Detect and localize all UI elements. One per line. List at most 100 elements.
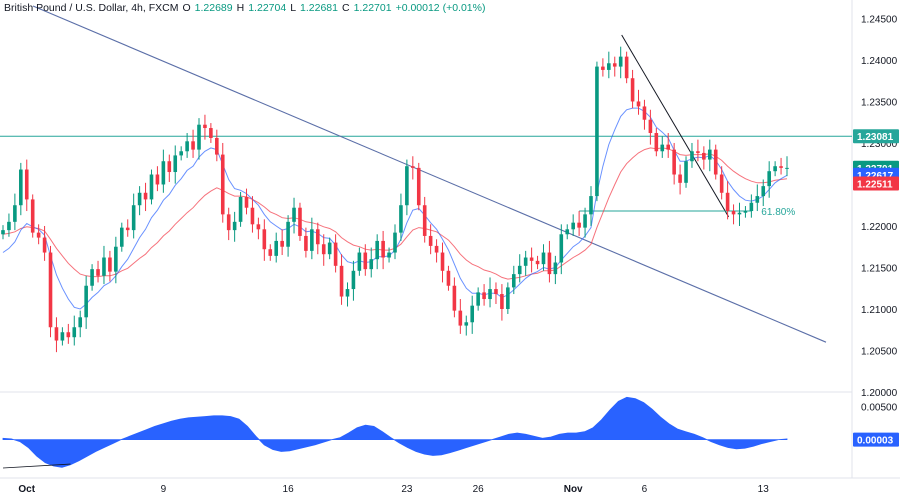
candle-body	[42, 237, 47, 253]
low-value: 1.22681	[300, 2, 338, 14]
x-tick-label: 26	[473, 484, 485, 495]
osc-price-tag-label: 0.00003	[857, 436, 894, 447]
candle-body	[19, 169, 23, 206]
candle-body	[642, 106, 647, 120]
osc-y-tick-label: 0.00500	[861, 403, 898, 414]
candle-body	[244, 196, 249, 208]
candle-body	[696, 151, 700, 153]
candle-body	[458, 310, 463, 326]
candle-body	[779, 166, 783, 168]
price-tag	[853, 176, 899, 191]
candle-body	[304, 235, 308, 251]
candle-body	[315, 229, 320, 245]
candle-body	[731, 211, 736, 215]
candle-body	[232, 221, 237, 231]
candle-body	[672, 149, 676, 175]
candle-body	[185, 141, 189, 152]
candle-body	[274, 240, 279, 256]
candle-body	[102, 257, 106, 276]
y-tick-label: 1.23000	[861, 139, 898, 150]
candle-body	[66, 332, 71, 338]
candle-body	[357, 252, 362, 271]
high-value: 1.22704	[248, 2, 287, 14]
candle-body	[589, 196, 593, 215]
candle-body	[601, 66, 605, 70]
candle-body	[226, 214, 231, 231]
candle-body	[547, 252, 552, 275]
candle-body	[666, 144, 671, 150]
x-tick-label: 9	[161, 484, 167, 495]
y-tick-label: 1.22000	[861, 222, 898, 233]
candle-body	[310, 229, 314, 251]
y-tick-label: 1.24500	[861, 14, 898, 25]
candle-body	[422, 205, 427, 236]
candle-body	[339, 265, 344, 297]
candle-body	[286, 221, 290, 247]
y-tick-label: 1.21000	[861, 305, 898, 316]
candle-body	[90, 269, 94, 286]
x-tick-label: 23	[401, 484, 413, 495]
candle-body	[167, 161, 172, 173]
candle-body	[321, 244, 326, 255]
candle-body	[761, 186, 766, 197]
candle-body	[411, 166, 415, 168]
candle-body	[220, 154, 225, 215]
x-tick-label: Nov	[564, 484, 583, 495]
candle-body	[333, 242, 338, 266]
candle-body	[440, 252, 445, 271]
candle-body	[517, 265, 522, 275]
candle-body	[767, 171, 771, 187]
candle-body	[30, 199, 35, 233]
candle-body	[541, 252, 546, 265]
candle-body	[511, 274, 516, 288]
candle-body	[690, 151, 694, 162]
symbol-title: British Pound / U.S. Dollar, 4h, FXCM	[4, 2, 179, 14]
candle-body	[506, 287, 510, 309]
candle-body	[363, 252, 368, 270]
close-label: C	[342, 2, 350, 14]
candle-body	[298, 207, 302, 236]
candle-body	[1, 230, 5, 235]
candle-body	[707, 149, 712, 160]
candle-body	[256, 224, 261, 230]
price-tag-label: 1.22617	[857, 171, 894, 182]
candle-body	[773, 166, 777, 172]
change-value: +0.00012 (+0.01%)	[395, 2, 486, 14]
low-label: L	[290, 2, 297, 14]
candle-body	[523, 257, 528, 266]
candle-body	[191, 141, 195, 150]
candle-body	[48, 252, 53, 328]
y-tick-label: 1.21500	[861, 263, 898, 274]
candle-body	[713, 149, 718, 175]
x-tick-label: 6	[642, 484, 648, 495]
candle-body	[393, 232, 397, 253]
candle-body	[535, 260, 540, 265]
candle-body	[678, 174, 682, 183]
candle-body	[405, 166, 409, 206]
candle-body	[529, 257, 534, 261]
candle-body	[737, 212, 742, 215]
candle-body	[280, 240, 284, 247]
candle-body	[209, 128, 213, 138]
close-value: 1.22701	[353, 2, 392, 14]
fast-moving-average	[2, 107, 788, 310]
downtrend-line	[32, 5, 827, 343]
x-tick-label: Oct	[18, 484, 35, 495]
x-tick-label: 13	[758, 484, 770, 495]
candle-body	[173, 155, 178, 173]
fib-label: 61.80%	[761, 207, 795, 218]
slow-moving-average	[2, 147, 788, 280]
candle-body	[387, 252, 391, 258]
candle-body	[250, 207, 255, 225]
candle-body	[654, 133, 659, 152]
candle-body	[345, 289, 350, 297]
candle-body	[416, 167, 421, 206]
osc-price-tag	[853, 432, 899, 447]
candle-body	[203, 124, 207, 129]
candle-body	[179, 151, 183, 156]
candle-body	[624, 56, 629, 79]
candle-body	[369, 259, 374, 270]
